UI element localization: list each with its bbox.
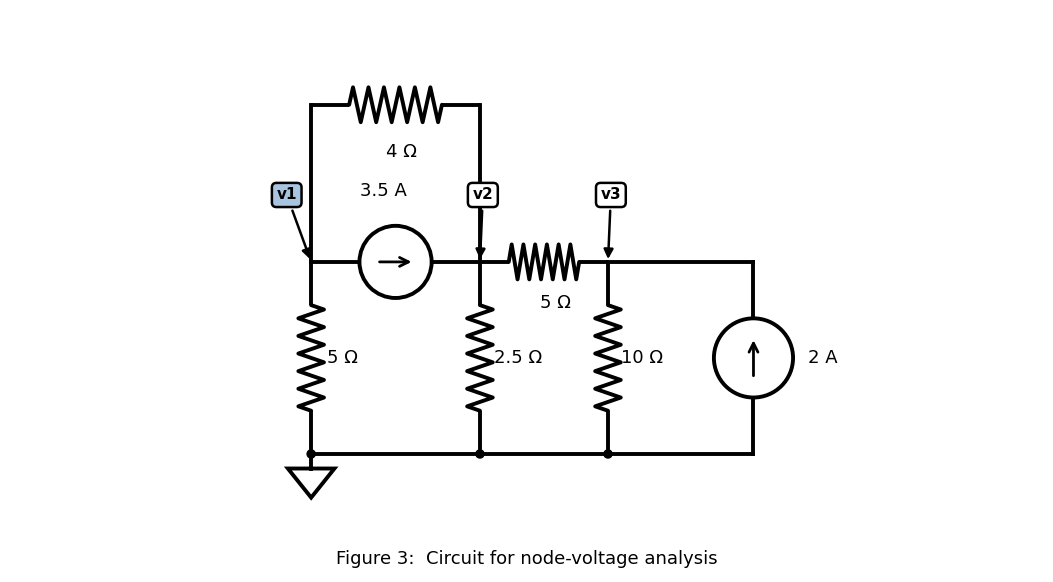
Text: v1: v1 bbox=[277, 187, 311, 257]
Text: Figure 3:  Circuit for node-voltage analysis: Figure 3: Circuit for node-voltage analy… bbox=[336, 550, 717, 567]
Text: 5 Ω: 5 Ω bbox=[540, 294, 571, 312]
Text: 2 A: 2 A bbox=[808, 349, 837, 367]
Text: 4 Ω: 4 Ω bbox=[386, 143, 417, 161]
Text: 3.5 A: 3.5 A bbox=[360, 182, 408, 200]
Text: 2.5 Ω: 2.5 Ω bbox=[495, 349, 542, 367]
Text: v3: v3 bbox=[600, 187, 621, 256]
Text: 5 Ω: 5 Ω bbox=[327, 349, 358, 367]
Text: v2: v2 bbox=[473, 187, 493, 256]
Text: 10 Ω: 10 Ω bbox=[621, 349, 662, 367]
Circle shape bbox=[476, 450, 484, 458]
Circle shape bbox=[604, 450, 612, 458]
Circle shape bbox=[307, 450, 315, 458]
